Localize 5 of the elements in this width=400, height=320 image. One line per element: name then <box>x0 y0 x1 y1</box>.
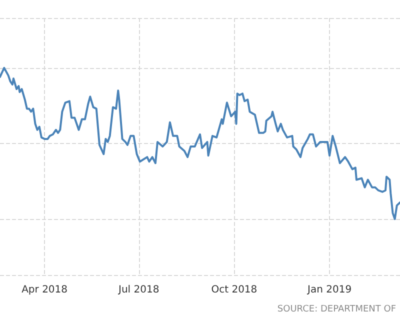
source-note: SOURCE: DEPARTMENT OF <box>277 304 396 314</box>
x-tick-label: Apr 2018 <box>22 284 68 296</box>
x-tick-label: Jan 2019 <box>306 284 352 296</box>
x-tick-label: Jul 2018 <box>118 284 160 296</box>
x-tick-label: Oct 2018 <box>211 284 258 296</box>
